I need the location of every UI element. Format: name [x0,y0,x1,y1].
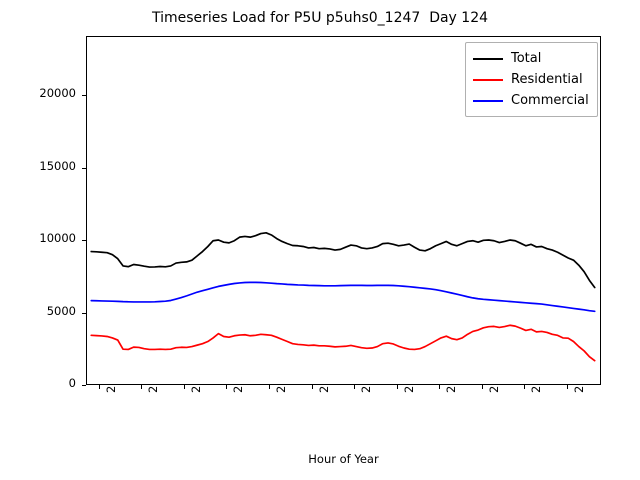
legend-item[interactable]: Residential [473,69,589,90]
y-tick-mark [82,167,86,169]
x-tick-mark [396,385,398,389]
y-tick-label: 10000 [39,231,76,246]
legend-color-swatch [473,78,503,81]
x-tick-mark [269,385,271,389]
x-tick-mark [98,385,100,389]
legend: Total Residential Commercial [465,42,598,117]
x-tick-mark [481,385,483,389]
y-tick-label: 15000 [39,158,76,173]
x-tick-mark [566,385,568,389]
x-tick-mark [141,385,143,389]
series-line [90,324,596,362]
legend-color-swatch [473,57,503,60]
x-tick-mark [183,385,185,389]
y-tick-mark [82,385,86,386]
legend-item[interactable]: Total [473,48,589,69]
y-tick-label: 0 [68,376,76,390]
y-tick-label: 20000 [39,86,76,101]
legend-item[interactable]: Commercial [473,90,589,111]
y-tick-mark [82,240,86,242]
legend-item-label: Total [511,51,542,66]
series-lines [90,231,596,362]
legend-item-label: Residential [511,72,583,87]
legend-item-label: Commercial [511,93,589,108]
x-axis-label: Hour of Year [308,452,379,466]
x-tick-mark [524,385,526,389]
x-tick-mark [354,385,356,389]
x-tick-mark [226,385,228,389]
y-tick-mark [82,312,86,314]
y-tick-label: 5000 [46,303,76,318]
legend-color-swatch [473,99,503,102]
chart-title: Timeseries Load for P5U p5uhs0_1247 Day … [151,10,489,26]
x-tick-mark [439,385,441,389]
x-tick-mark [311,385,313,389]
series-line [90,231,596,289]
y-tick-mark [82,95,86,97]
series-line [90,281,596,313]
